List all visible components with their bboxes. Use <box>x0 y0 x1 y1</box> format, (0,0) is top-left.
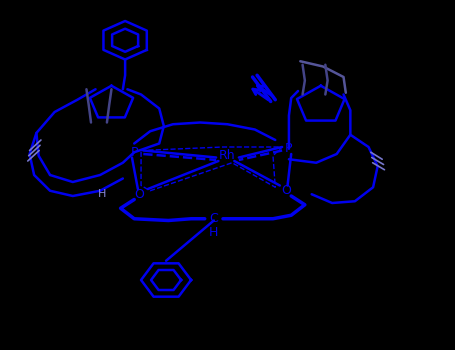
Text: O: O <box>282 184 292 197</box>
Text: C: C <box>209 212 218 225</box>
Text: H: H <box>98 189 106 199</box>
Text: P: P <box>285 142 293 155</box>
Text: P: P <box>131 146 138 159</box>
Text: Rh: Rh <box>219 149 236 162</box>
Text: O: O <box>134 188 144 201</box>
Text: H: H <box>209 226 218 239</box>
